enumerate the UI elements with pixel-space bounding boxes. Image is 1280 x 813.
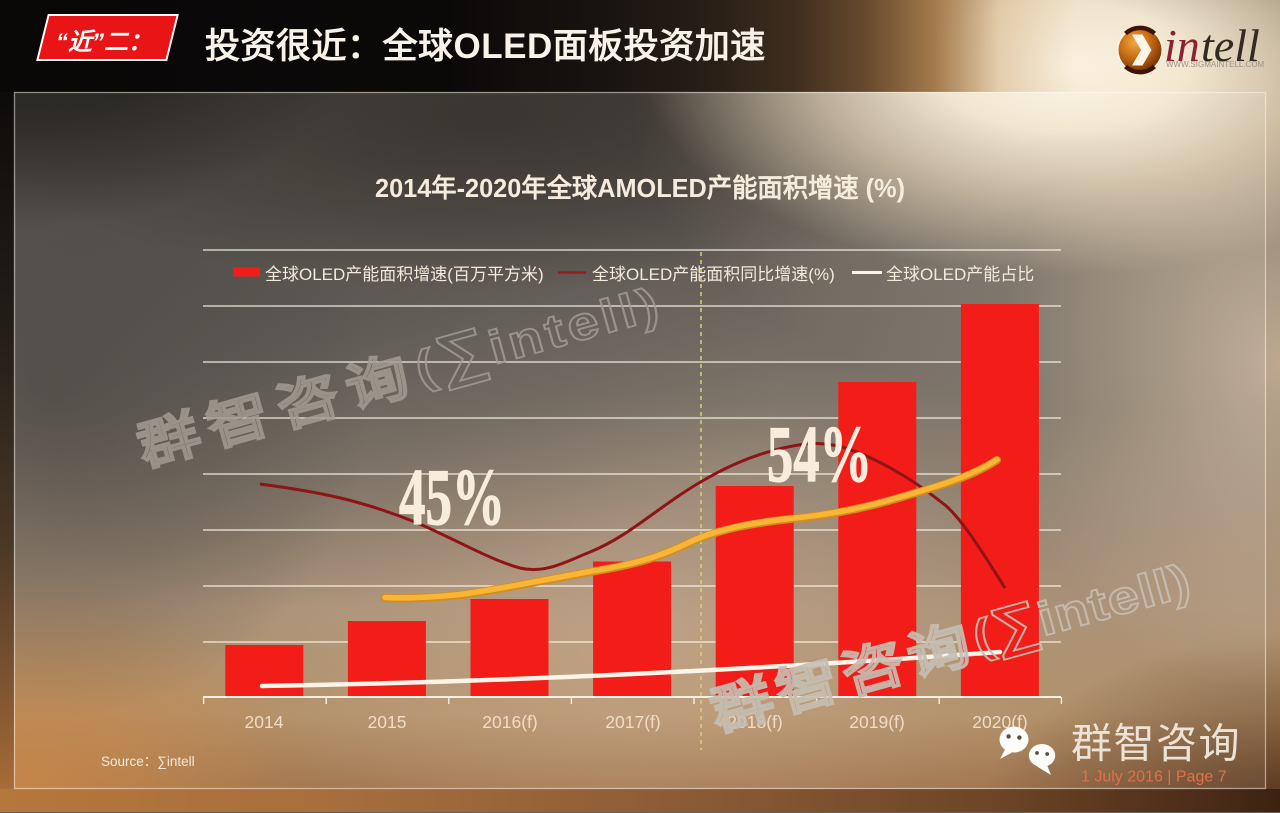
svg-text:全球OLED产能占比: 全球OLED产能占比 (886, 265, 1034, 284)
svg-text:2014年-2020年全球AMOLED产能面积增速 (%): 2014年-2020年全球AMOLED产能面积增速 (%) (375, 173, 905, 203)
svg-text:2019(f): 2019(f) (849, 712, 904, 732)
svg-text:1 July 2016 | Page 7: 1 July 2016 | Page 7 (1081, 769, 1227, 786)
svg-text:2015: 2015 (368, 712, 407, 732)
svg-text:54%: 54% (767, 411, 872, 499)
svg-text:in: in (1164, 20, 1200, 71)
svg-text:全球OLED产能面积同比增速(%): 全球OLED产能面积同比增速(%) (592, 265, 835, 284)
svg-text:WWW.SIGMAINTELL.COM: WWW.SIGMAINTELL.COM (1166, 60, 1265, 69)
svg-text:Source：∑intell: Source：∑intell (101, 754, 195, 769)
svg-text:45%: 45% (399, 454, 505, 542)
svg-text:tell: tell (1201, 20, 1260, 71)
svg-text:2016(f): 2016(f) (482, 712, 537, 732)
svg-text:2017(f): 2017(f) (605, 712, 660, 732)
svg-text:群智咨询: 群智咨询 (1071, 721, 1241, 767)
svg-text:2014: 2014 (245, 712, 284, 732)
svg-text:全球OLED产能面积增速(百万平方米): 全球OLED产能面积增速(百万平方米) (265, 265, 544, 284)
svg-text:2018(f): 2018(f) (727, 712, 782, 732)
